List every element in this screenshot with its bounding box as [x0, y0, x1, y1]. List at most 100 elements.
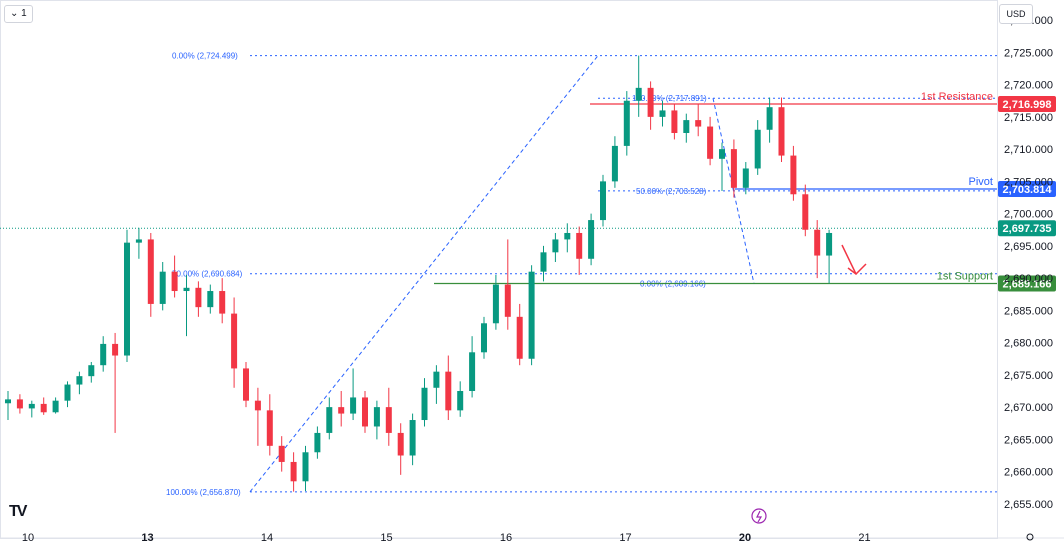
candle-body: [826, 232, 833, 256]
candle-body: [552, 239, 559, 253]
last-price-label: 2,697.735: [1003, 223, 1052, 235]
candle-body: [790, 155, 797, 195]
level-price-tag: [998, 275, 1056, 292]
candle-body: [671, 110, 678, 133]
x-tick-label: 17: [619, 532, 631, 544]
candle-body: [290, 461, 297, 482]
candle-body: [683, 120, 690, 133]
candle-body: [600, 181, 606, 221]
y-tick-label: 2,720.000: [1004, 80, 1053, 92]
fib-level-label: 100.00% (2,717.891): [632, 94, 707, 103]
candle-body: [397, 432, 404, 456]
level-price-label: 2,703.814: [1003, 184, 1053, 196]
candle-body: [492, 284, 499, 324]
fib-level-label: 0.00% (2,724.499): [172, 52, 238, 61]
currency-selector[interactable]: USD: [999, 4, 1033, 24]
settings-icon: [1026, 533, 1034, 541]
candle-body: [254, 400, 261, 411]
candle-body: [302, 452, 309, 482]
y-tick-label: 2,655.000: [1004, 499, 1053, 511]
candle-body: [504, 284, 511, 317]
y-tick-label: 2,710.000: [1004, 144, 1053, 156]
y-tick-label: 2,695.000: [1004, 241, 1053, 253]
time-axis: 10 13 14 15 16 17 20 21: [22, 532, 1034, 544]
candle-body: [623, 100, 630, 146]
annotations: [751, 244, 867, 524]
grid: [0, 0, 1064, 539]
candle-body: [766, 107, 773, 130]
candle-body: [528, 271, 535, 359]
event-marker-icon: [751, 508, 767, 524]
candle-body: [373, 407, 380, 427]
level-price-label: 2,716.998: [1003, 99, 1052, 111]
y-tick-label: 2,665.000: [1004, 434, 1053, 446]
fib-level-label: 50.00% (2,690.684): [172, 270, 243, 279]
level-price-tag: [998, 95, 1056, 112]
candle-body: [64, 384, 71, 401]
candle-body: [314, 432, 321, 453]
y-tick-label: 2,700.000: [1004, 209, 1053, 221]
fib-level-label: 50.00% (2,703.528): [636, 187, 707, 196]
candle-body: [52, 400, 59, 413]
candle-body: [659, 110, 666, 117]
candle-body: [88, 365, 95, 377]
tradingview-logo: TV: [9, 503, 28, 520]
candle-body: [421, 387, 428, 421]
candle-body: [576, 232, 583, 259]
y-tick-label: 2,680.000: [1004, 338, 1053, 350]
candle-body: [719, 149, 725, 159]
fib-level-label: 100.00% (2,656.870): [166, 488, 241, 497]
candle-body: [135, 239, 142, 243]
y-tick-label: 2,725.000: [1004, 47, 1053, 59]
x-tick-label: 13: [141, 532, 153, 544]
candle-body: [754, 129, 761, 169]
y-tick-label: 2,670.000: [1004, 402, 1053, 414]
candle-body: [124, 242, 130, 356]
lightning-icon: [756, 510, 763, 523]
interval-selector[interactable]: ⌄ 1: [4, 5, 33, 23]
candle-body: [183, 287, 190, 292]
candle-body: [28, 403, 35, 409]
candle-body: [564, 232, 571, 240]
candle-body: [243, 368, 249, 401]
x-tick-label: 16: [500, 532, 512, 544]
x-tick-label: 14: [261, 532, 273, 544]
y-tick-label: 2,705.000: [1004, 176, 1053, 188]
candle-body: [338, 407, 345, 414]
level-name: 1st Support: [937, 271, 993, 283]
candle-body: [635, 87, 642, 101]
candle-body: [814, 229, 821, 256]
candle-body: [350, 397, 357, 414]
candle-body: [742, 168, 749, 188]
candle-body: [159, 271, 166, 304]
candle-body: [362, 397, 368, 427]
level-price-label: 2,689.166: [1003, 279, 1052, 291]
candle-body: [385, 407, 392, 433]
candle-body: [195, 287, 202, 308]
last-price-tag: [998, 220, 1056, 237]
y-tick-label: 2,690.000: [1004, 273, 1053, 285]
x-tick-label: 20: [739, 532, 751, 544]
candle-body: [778, 107, 785, 156]
level-price-tag: [998, 181, 1056, 198]
candle-body: [409, 420, 416, 456]
candle-body: [147, 239, 154, 304]
x-tick-label: 10: [22, 532, 34, 544]
fib-trend-line-1: [249, 55, 599, 493]
candle-body: [112, 343, 119, 356]
candle-body: [707, 126, 714, 159]
candle-body: [469, 352, 476, 391]
candle-body: [266, 410, 273, 446]
candle-body: [445, 371, 452, 411]
candle-body: [16, 399, 23, 409]
candle-body: [588, 220, 595, 259]
candle-body: [278, 445, 285, 462]
candle-body: [207, 291, 214, 308]
candle-body: [611, 145, 618, 182]
projection-arrow-shaft: [841, 244, 857, 275]
candle-body: [171, 271, 178, 292]
support-resistance-levels: 1st Resistance 2,716.998 Pivot 2,703.814 1st…: [434, 91, 1056, 292]
level-name: Pivot: [969, 176, 993, 188]
